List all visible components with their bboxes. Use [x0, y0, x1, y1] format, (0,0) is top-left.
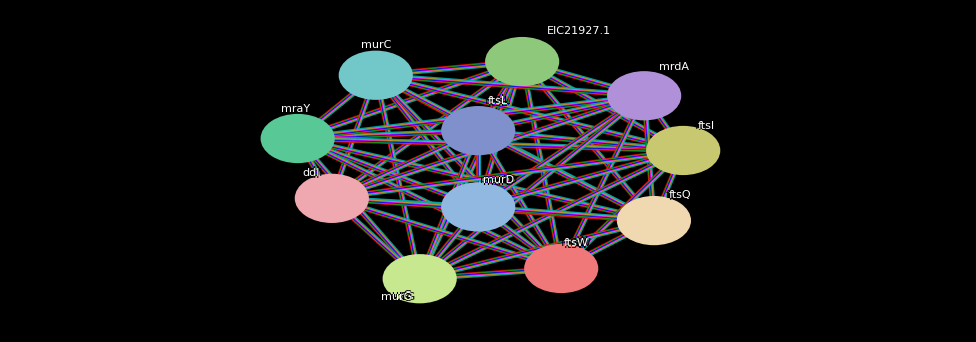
Text: murD: murD — [486, 175, 517, 185]
Text: ftsI: ftsI — [695, 121, 712, 131]
Ellipse shape — [607, 71, 681, 120]
Ellipse shape — [383, 254, 457, 303]
Ellipse shape — [339, 51, 413, 100]
Text: ddl: ddl — [303, 170, 320, 180]
Ellipse shape — [441, 182, 515, 232]
Text: mraY: mraY — [278, 104, 307, 114]
Text: mraY: mraY — [281, 102, 310, 112]
Text: EIC21927.1: EIC21927.1 — [547, 28, 611, 38]
Text: mrdA: mrdA — [659, 64, 689, 74]
Text: ddl: ddl — [300, 168, 317, 178]
Text: ftsQ: ftsQ — [669, 188, 691, 198]
Text: murD: murD — [480, 175, 511, 185]
Text: EIC21927.1: EIC21927.1 — [544, 26, 608, 36]
Text: ftsL: ftsL — [485, 96, 506, 106]
Text: mrdA: mrdA — [656, 62, 686, 72]
Text: mrdA: mrdA — [659, 60, 689, 70]
Text: EIC21927.1: EIC21927.1 — [549, 26, 614, 36]
Text: mrdA: mrdA — [662, 62, 692, 72]
Text: ftsW: ftsW — [561, 238, 586, 248]
Text: ftsW: ftsW — [564, 238, 589, 248]
Text: ftsQ: ftsQ — [666, 190, 688, 200]
Text: EIC21927.1: EIC21927.1 — [547, 26, 611, 36]
Text: ftsL: ftsL — [488, 94, 508, 104]
Text: mraY: mraY — [284, 104, 313, 114]
Text: mraY: mraY — [281, 104, 310, 114]
Text: ftsI: ftsI — [698, 119, 715, 129]
Text: murG: murG — [381, 292, 412, 302]
Text: murC: murC — [361, 40, 391, 50]
Text: ddl: ddl — [303, 166, 320, 176]
Text: ftsL: ftsL — [491, 96, 511, 106]
Ellipse shape — [524, 244, 598, 293]
Text: murC: murC — [358, 40, 388, 50]
Text: murD: murD — [483, 175, 514, 185]
Text: mrdA: mrdA — [659, 62, 689, 72]
Text: ftsQ: ftsQ — [671, 190, 694, 200]
Text: ftsQ: ftsQ — [669, 190, 691, 200]
Text: ftsI: ftsI — [698, 122, 715, 132]
Ellipse shape — [295, 174, 369, 223]
Text: murC: murC — [361, 38, 391, 48]
Text: murD: murD — [483, 174, 514, 184]
Text: murC: murC — [364, 40, 394, 50]
Text: ddl: ddl — [303, 168, 320, 178]
Text: ftsW: ftsW — [564, 236, 589, 246]
Ellipse shape — [485, 37, 559, 86]
Text: EIC21927.1: EIC21927.1 — [547, 24, 611, 34]
Text: murD: murD — [483, 177, 514, 187]
Text: murG: murG — [384, 292, 415, 302]
Text: ftsW: ftsW — [564, 240, 589, 250]
Text: ftsL: ftsL — [488, 98, 508, 108]
Ellipse shape — [261, 114, 335, 163]
Text: ftsI: ftsI — [701, 121, 718, 131]
Text: ftsQ: ftsQ — [669, 192, 691, 202]
Ellipse shape — [646, 126, 720, 175]
Text: murG: murG — [381, 290, 412, 300]
Text: ddl: ddl — [305, 168, 323, 178]
Text: murG: murG — [378, 292, 409, 302]
Ellipse shape — [441, 106, 515, 155]
Text: ftsI: ftsI — [698, 121, 715, 131]
Text: ftsL: ftsL — [488, 96, 508, 106]
Text: murC: murC — [361, 41, 391, 51]
Text: murG: murG — [381, 293, 412, 303]
Ellipse shape — [617, 196, 691, 245]
Text: ftsW: ftsW — [567, 238, 591, 248]
Text: mraY: mraY — [281, 105, 310, 115]
